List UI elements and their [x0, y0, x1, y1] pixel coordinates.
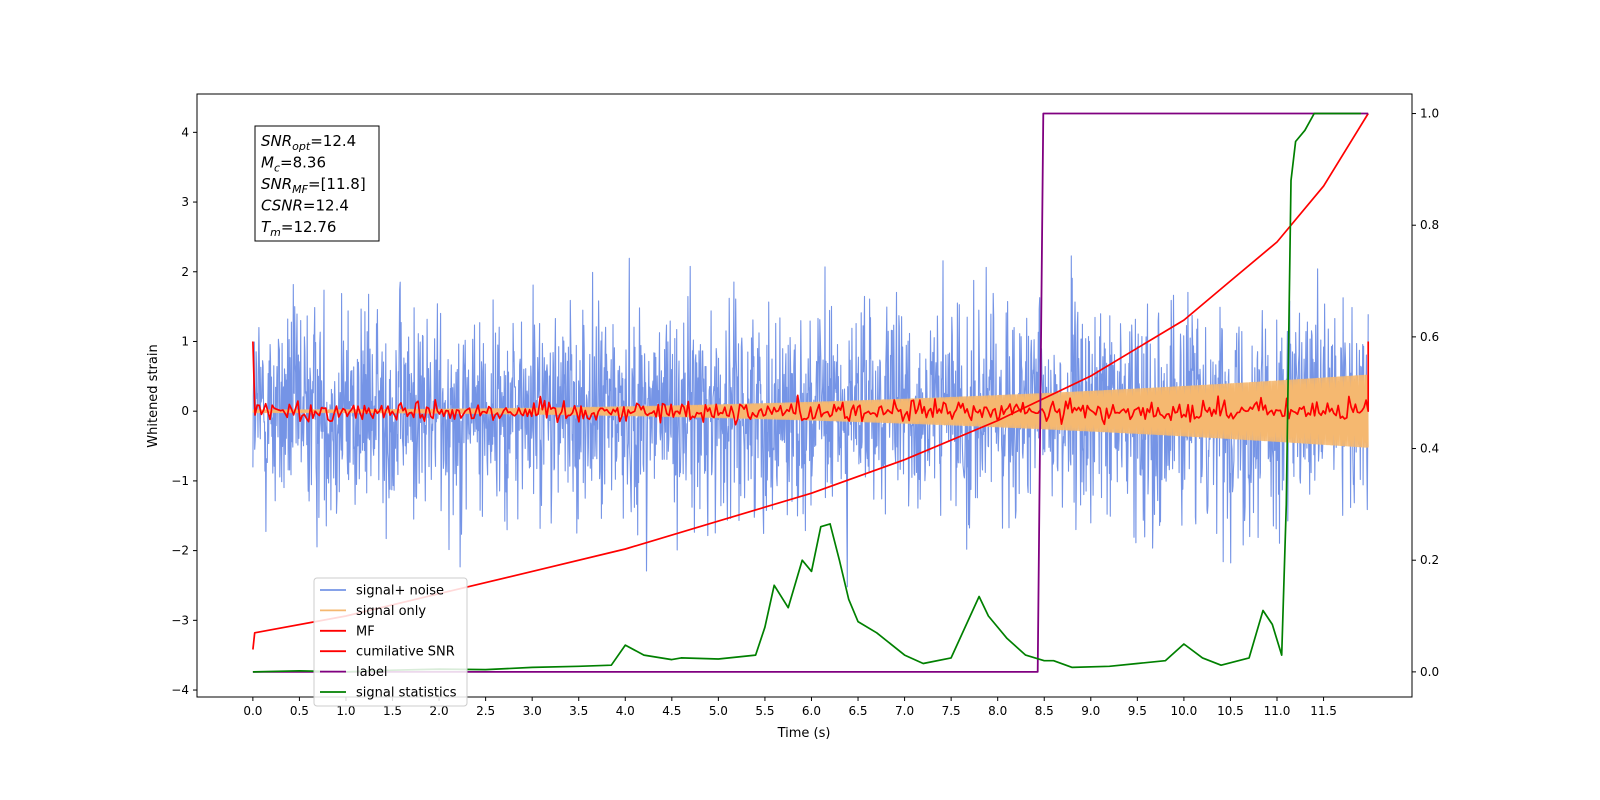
x-axis-ticks: 0.0 0.5 1.0 1.5 2.0 2.5 3.0 3.5 4.0 4.5 5.0 5.5 6.0 6… [243, 697, 1337, 718]
y-left-tick-label: 1 [181, 334, 189, 348]
y-right-tick-label: 0.2 [1420, 553, 1439, 567]
annotation-line: SNRMF=[11.8] [261, 175, 366, 196]
plot-frame [196, 93, 1413, 698]
x-tick-label: 2.5 [476, 704, 495, 718]
x-tick-label: 9.5 [1128, 704, 1147, 718]
annotation-frame [254, 125, 380, 242]
y-left-tick-label: −1 [171, 474, 189, 488]
x-tick-label: 1.0 [336, 704, 355, 718]
x-tick-label: 5.5 [755, 704, 774, 718]
series-signal-statistics-line [252, 112, 1361, 673]
y-left-tick-label: 4 [181, 125, 189, 139]
legend-label: label [356, 665, 387, 680]
series-signal-only-line [252, 374, 1369, 448]
x-tick-label: 4.0 [616, 704, 635, 718]
y-right-tick-label: 0.0 [1420, 665, 1439, 679]
x-tick-label: 10.0 [1171, 704, 1198, 718]
x-tick-label: 1.5 [383, 704, 402, 718]
y-left-tick-label: −4 [171, 683, 189, 697]
y-left-axis-ticks: −4 −3 −2 −1 0 1 2 3 4 [171, 125, 197, 697]
x-tick-label: 8.5 [1035, 704, 1054, 718]
legend-label: cumilative SNR [356, 645, 455, 660]
y-left-tick-label: 3 [181, 195, 189, 209]
legend-label: signal statistics [356, 686, 457, 701]
x-tick-label: 6.5 [848, 704, 867, 718]
legend-label: signal only [356, 604, 426, 619]
x-tick-label: 3.0 [523, 704, 542, 718]
x-tick-label: 7.0 [895, 704, 914, 718]
y-left-tick-label: 0 [181, 404, 189, 418]
x-tick-label: 7.5 [942, 704, 961, 718]
y-right-tick-label: 0.8 [1420, 218, 1439, 232]
y-right-tick-label: 1.0 [1420, 107, 1439, 121]
legend-label: MF [356, 624, 375, 639]
x-tick-label: 8.0 [988, 704, 1007, 718]
y-right-tick-label: 0.4 [1420, 442, 1439, 456]
x-tick-label: 9.0 [1081, 704, 1100, 718]
y-right-axis-ticks: 0.0 0.2 0.4 0.6 0.8 1.0 [1412, 107, 1439, 679]
x-tick-label: 0.0 [243, 704, 262, 718]
legend: signal+ noise signal only MF cumilative SNR… [313, 577, 468, 707]
x-tick-label: 11.5 [1310, 704, 1337, 718]
annotation-line: SNRopt=12.4 [261, 132, 356, 153]
x-tick-label: 4.5 [662, 704, 681, 718]
x-tick-label: 6.0 [802, 704, 821, 718]
legend-frame [313, 577, 468, 707]
x-tick-label: 0.5 [290, 704, 309, 718]
annotation-line: Tm=12.76 [261, 218, 336, 239]
y-axis-label: Whitened strain [146, 344, 161, 447]
annotation-line: Mc=8.36 [261, 154, 326, 175]
series-label-line [252, 112, 1369, 673]
y-left-tick-label: −3 [171, 613, 189, 627]
annotation-line: CSNR=12.4 [261, 197, 349, 215]
legend-label: signal+ noise [356, 584, 444, 599]
y-left-tick-label: −2 [171, 544, 189, 558]
y-right-tick-label: 0.6 [1420, 330, 1439, 344]
y-left-tick-label: 2 [181, 265, 189, 279]
x-tick-label: 2.0 [430, 704, 449, 718]
x-tick-label: 11.0 [1264, 704, 1291, 718]
x-tick-label: 10.5 [1217, 704, 1244, 718]
x-tick-label: 3.5 [569, 704, 588, 718]
x-tick-label: 5.0 [709, 704, 728, 718]
x-axis-label: Time (s) [777, 726, 831, 741]
series-mf-line [252, 341, 1370, 426]
